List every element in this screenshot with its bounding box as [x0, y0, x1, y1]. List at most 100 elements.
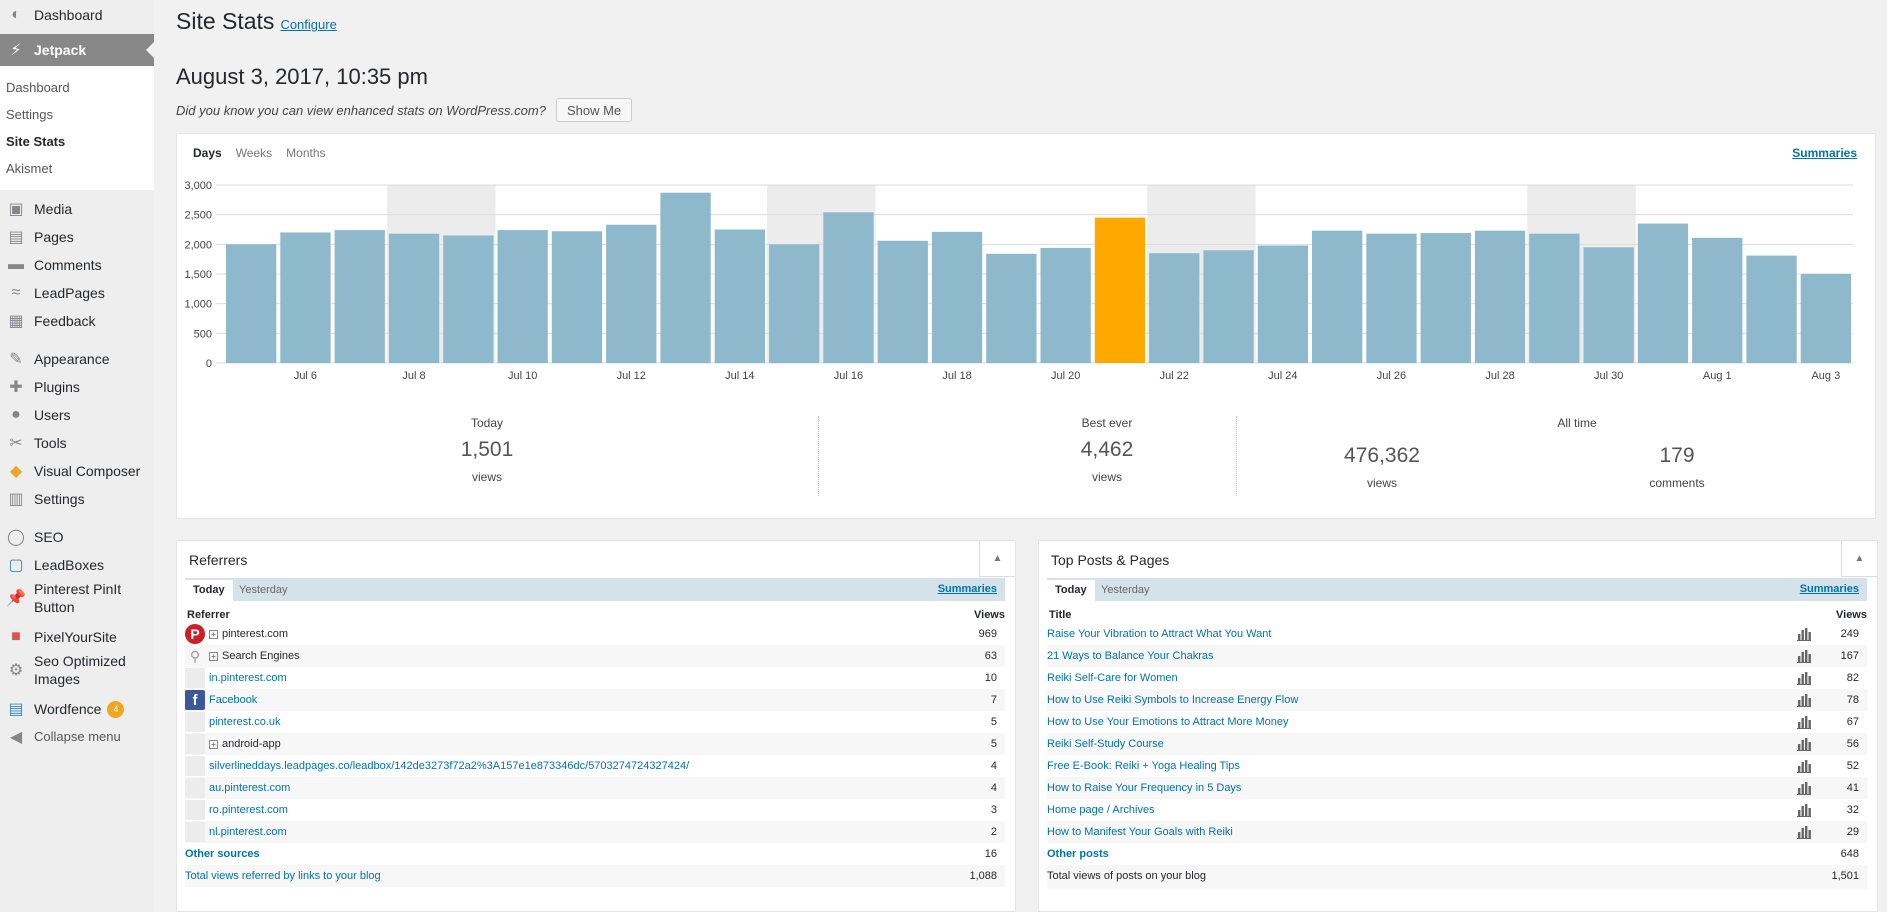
top-posts-summaries-link[interactable]: Summaries	[1799, 583, 1859, 595]
x-tick-label: Aug 3	[1811, 370, 1840, 382]
top-post-title[interactable]: Reiki Self-Care for Women	[1047, 672, 1178, 684]
pages-icon: ▤	[8, 229, 24, 246]
post-stats-bars-icon[interactable]	[1797, 803, 1811, 817]
referrers-box: Referrers ▲ Today Yesterday Summaries Re…	[176, 540, 1016, 912]
post-stats-bars-icon[interactable]	[1797, 759, 1811, 773]
referrer-name[interactable]: + Search Engines	[209, 650, 300, 662]
sidebar-item-wordfence[interactable]: ▤ Wordfence 4	[0, 694, 154, 724]
submenu-settings[interactable]: Settings	[6, 107, 53, 122]
other-posts-row-label[interactable]: Other posts	[1047, 848, 1109, 860]
referrer-row: au.pinterest.com 4	[185, 777, 1005, 799]
configure-link[interactable]: Configure	[280, 17, 337, 32]
tab-weeks[interactable]: Weeks	[235, 146, 273, 160]
bar-jul-21	[1094, 217, 1146, 363]
submenu-dashboard[interactable]: Dashboard	[6, 80, 70, 95]
top-post-title[interactable]: How to Use Your Emotions to Attract More…	[1047, 716, 1289, 728]
top-post-title[interactable]: How to Raise Your Frequency in 5 Days	[1047, 782, 1242, 794]
sidebar-item-label: Appearance	[34, 351, 110, 367]
tab-days[interactable]: Days	[193, 146, 222, 160]
referrer-name[interactable]: pinterest.co.uk	[209, 716, 281, 728]
other-sources-row-label[interactable]: Other sources	[185, 848, 260, 860]
top-posts-tab-yesterday[interactable]: Yesterday	[1101, 584, 1150, 596]
post-stats-bars-icon[interactable]	[1797, 671, 1811, 685]
referrer-name-text: Facebook	[209, 694, 258, 706]
sidebar-item-comments[interactable]: ▬ Comments	[0, 250, 154, 280]
sidebar-item-label: Comments	[34, 257, 102, 273]
tab-months[interactable]: Months	[286, 146, 326, 160]
referrer-row: pinterest.co.uk 5	[185, 711, 1005, 733]
sidebar-item-leadboxes[interactable]: ▢ LeadBoxes	[0, 550, 154, 580]
total-post-views-row-label: Total views of posts on your blog	[1047, 870, 1206, 882]
referrer-name[interactable]: nl.pinterest.com	[209, 826, 287, 838]
top-post-title[interactable]: Free E-Book: Reiki + Yoga Healing Tips	[1047, 760, 1240, 772]
post-stats-bars-icon[interactable]	[1797, 715, 1811, 729]
summary-best-unit: views	[1091, 470, 1122, 484]
x-tick-label: Jul 16	[834, 370, 863, 382]
top-post-title[interactable]: How to Manifest Your Goals with Reiki	[1047, 826, 1233, 838]
expand-icon[interactable]: +	[209, 652, 218, 661]
collapse-icon: ◀	[9, 729, 23, 746]
post-stats-bars-icon[interactable]	[1797, 781, 1811, 795]
referrer-name[interactable]: ro.pinterest.com	[209, 804, 288, 816]
top-post-row: How to Use Reiki Symbols to Increase Ene…	[1047, 689, 1867, 711]
wordfence-icon: ▤	[8, 701, 24, 718]
top-post-title[interactable]: Home page / Archives	[1047, 804, 1155, 816]
referrers-collapse-toggle[interactable]: ▲	[979, 541, 1015, 577]
show-me-button[interactable]: Show Me	[555, 98, 633, 122]
top-post-title[interactable]: Raise Your Vibration to Attract What You…	[1047, 628, 1272, 640]
sidebar-item-settings[interactable]: ▥ Settings	[0, 484, 154, 514]
sidebar-item-visual-composer[interactable]: ◆ Visual Composer	[0, 456, 154, 486]
submenu-akismet[interactable]: Akismet	[6, 161, 53, 176]
sidebar-item-pinterest-pinit-button[interactable]: 📌 Pinterest PinIt Button	[0, 578, 154, 618]
summary-divider	[818, 416, 819, 496]
post-stats-bars-icon[interactable]	[1797, 737, 1811, 751]
bar-aug-1	[1692, 237, 1743, 363]
sidebar-item-seo[interactable]: ◯ SEO	[0, 522, 154, 552]
sidebar-item-media[interactable]: ▣ Media	[0, 194, 154, 224]
sidebar-item-plugins[interactable]: ✚ Plugins	[0, 372, 154, 402]
top-posts-tab-today[interactable]: Today	[1047, 580, 1095, 601]
dashboard-icon: ◐	[11, 6, 21, 23]
post-stats-bars-icon[interactable]	[1797, 825, 1811, 839]
expand-icon[interactable]: +	[209, 630, 218, 639]
referrers-list: P + pinterest.com 969 ⚲ + Search Engines 63 in.p…	[185, 623, 1005, 887]
referrers-summaries-link[interactable]: Summaries	[937, 583, 997, 595]
sidebar-item-leadpages[interactable]: ≈ LeadPages	[0, 278, 154, 308]
referrer-name[interactable]: au.pinterest.com	[209, 782, 290, 794]
sidebar-item-users[interactable]: ● Users	[0, 400, 154, 430]
sidebar-item-seo-optimized-images[interactable]: ⚙ Seo Optimized Images	[0, 650, 154, 690]
favicon-placeholder	[185, 756, 205, 776]
top-post-title[interactable]: How to Use Reiki Symbols to Increase Ene…	[1047, 694, 1299, 706]
referrer-name[interactable]: in.pinterest.com	[209, 672, 287, 684]
summary-today-value: 1,501	[460, 438, 514, 461]
jetpack-submenu: Dashboard Settings Site Stats Akismet	[0, 66, 154, 190]
sidebar-item-dashboard[interactable]: ◐ Dashboard	[0, 0, 154, 30]
chart-summaries-link[interactable]: Summaries	[1792, 146, 1857, 160]
total-referred-row-label[interactable]: Total views referred by links to your bl…	[185, 870, 381, 882]
summary-alltime-views-value: 476,362	[1344, 444, 1420, 467]
referrer-name[interactable]: + android-app	[209, 738, 281, 750]
referrer-name[interactable]: + pinterest.com	[209, 628, 288, 640]
expand-icon[interactable]: +	[209, 740, 218, 749]
post-stats-bars-icon[interactable]	[1797, 627, 1811, 641]
top-post-title[interactable]: 21 Ways to Balance Your Chakras	[1047, 650, 1214, 662]
referrer-name[interactable]: Facebook	[209, 694, 257, 706]
sidebar-item-feedback[interactable]: ▦ Feedback	[0, 306, 154, 336]
post-stats-bars-icon[interactable]	[1797, 649, 1811, 663]
referrers-tab-today[interactable]: Today	[185, 580, 233, 601]
post-stats-bars-icon[interactable]	[1797, 693, 1811, 707]
referrers-tab-yesterday[interactable]: Yesterday	[239, 584, 288, 596]
sidebar-item-jetpack[interactable]: ⚡ Jetpack	[0, 34, 154, 66]
sidebar-item-collapse-menu[interactable]: ◀ Collapse menu	[0, 722, 154, 752]
media-icon: ▣	[8, 201, 24, 218]
top-post-title[interactable]: Reiki Self-Study Course	[1047, 738, 1164, 750]
top-posts-collapse-toggle[interactable]: ▲	[1841, 541, 1877, 577]
sidebar-item-appearance[interactable]: ✎ Appearance	[0, 344, 154, 374]
top-post-views: 56	[1846, 738, 1859, 750]
sidebar-item-pages[interactable]: ▤ Pages	[0, 222, 154, 252]
sidebar-item-tools[interactable]: ✂ Tools	[0, 428, 154, 458]
submenu-site-stats[interactable]: Site Stats	[6, 134, 66, 149]
users-icon: ●	[11, 406, 21, 423]
referrer-name[interactable]: silverlineddays.leadpages.co/leadbox/142…	[209, 760, 689, 772]
sidebar-item-pixelyoursite[interactable]: ■ PixelYourSite	[0, 622, 154, 652]
